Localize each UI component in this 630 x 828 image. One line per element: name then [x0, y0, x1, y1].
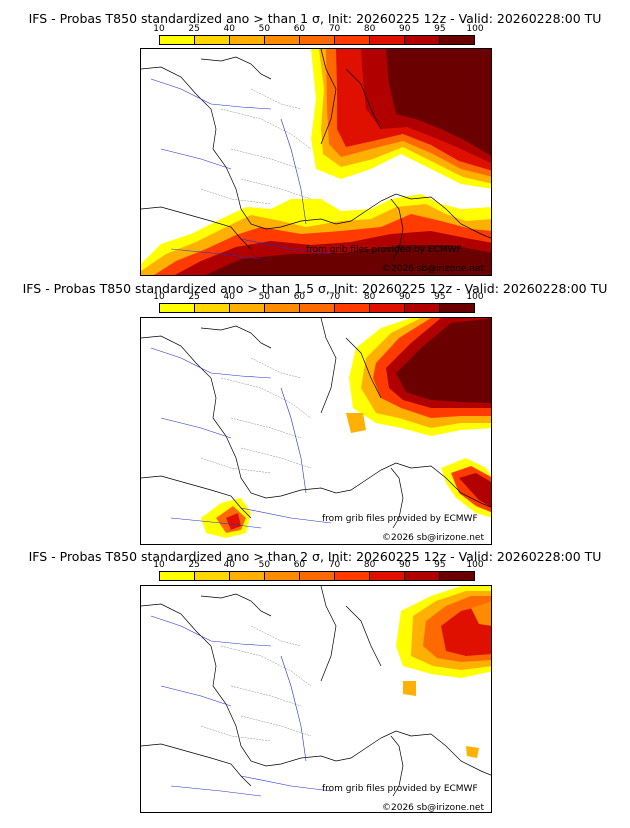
panel-title: IFS - Probas T850 standardized ano > tha…	[22, 281, 608, 296]
colorbar-swatch	[195, 36, 230, 44]
colorbar-swatch	[405, 36, 440, 44]
colorbar-tick-label: 80	[363, 24, 376, 34]
probability-field	[201, 318, 491, 538]
source-credit: from grib files provided by ECMWF	[322, 784, 478, 794]
panel-title: IFS - Probas T850 standardized ano > tha…	[28, 11, 602, 26]
colorbar-swatch	[265, 36, 300, 44]
rivers	[150, 615, 332, 797]
colorbar-tick-label: 25	[188, 560, 200, 570]
colorbar-tick-label: 95	[434, 560, 446, 570]
colorbar-swatch	[230, 572, 265, 580]
colorbar-tick-label: 95	[434, 292, 446, 302]
colorbar-tick-label: 90	[399, 24, 411, 34]
colorbar-swatch	[300, 572, 335, 580]
colorbar-swatch	[230, 36, 265, 44]
map-panel-3: IFS - Probas T850 standardized ano > tha…	[0, 546, 630, 828]
colorbar-swatch	[195, 572, 230, 580]
colorbar-tick-label: 90	[399, 292, 411, 302]
colorbar-swatch	[160, 36, 195, 44]
copyright-credit: ©2026 sb@irizone.net	[382, 533, 484, 543]
colorbar-swatch	[440, 36, 474, 44]
rivers	[150, 347, 332, 529]
colorbar-ticks: 10 25 40 50 60 70 80 90 95 100	[153, 24, 483, 34]
colorbar-tick-label: 10	[153, 560, 165, 570]
colorbar-swatch	[405, 572, 440, 580]
colorbar-swatch	[370, 572, 405, 580]
colorbar-tick-label: 60	[293, 560, 306, 570]
map-panel-1: IFS - Probas T850 standardized ano > tha…	[0, 0, 630, 276]
source-credit: from grib files provided by ECMWF	[322, 514, 478, 524]
colorbar-tick-label: 70	[328, 24, 341, 34]
colorbar-swatch	[370, 304, 405, 312]
colorbar-tick-label: 70	[328, 560, 341, 570]
colorbar-swatch	[405, 304, 440, 312]
colorbar-swatch	[160, 572, 195, 580]
colorbar	[159, 35, 475, 45]
admin-borders	[200, 88, 312, 205]
colorbar-tick-label: 50	[258, 560, 271, 570]
colorbar-tick-label: 10	[153, 24, 165, 34]
colorbar-swatch	[230, 304, 265, 312]
colorbar-swatch	[440, 572, 474, 580]
rivers	[150, 78, 332, 260]
colorbar	[159, 571, 475, 581]
colorbar-swatch	[370, 36, 405, 44]
colorbar-swatch	[300, 304, 335, 312]
admin-borders	[200, 357, 312, 474]
source-credit: from grib files provided by ECMWF	[306, 245, 462, 255]
colorbar-tick-label: 60	[293, 292, 306, 302]
colorbar-ticks: 10 25 40 50 60 70 80 90 95 100	[153, 292, 483, 302]
colorbar-tick-label: 40	[223, 292, 235, 302]
probability-map	[140, 48, 492, 276]
colorbar-tick-label: 10	[153, 292, 165, 302]
colorbar-tick-label: 80	[363, 292, 376, 302]
copyright-credit: ©2026 sb@irizone.net	[382, 803, 484, 813]
colorbar-tick-label: 40	[223, 24, 235, 34]
colorbar-tick-label: 25	[188, 24, 200, 34]
colorbar-swatch	[335, 36, 370, 44]
colorbar-swatch	[160, 304, 195, 312]
copyright-credit: ©2026 sb@irizone.net	[382, 264, 484, 274]
colorbar-tick-label: 25	[188, 292, 200, 302]
probability-map	[140, 317, 492, 545]
colorbar-tick-label: 50	[258, 24, 271, 34]
colorbar-tick-label: 95	[434, 24, 446, 34]
colorbar-swatch	[335, 304, 370, 312]
probability-map	[140, 585, 492, 813]
colorbar-tick-label: 70	[328, 292, 341, 302]
colorbar-tick-label: 50	[258, 292, 271, 302]
probability-field	[396, 586, 491, 758]
colorbar-swatch	[300, 36, 335, 44]
colorbar-swatch	[265, 304, 300, 312]
map-panel-2: IFS - Probas T850 standardized ano > tha…	[0, 276, 630, 546]
colorbar-tick-label: 40	[223, 560, 235, 570]
colorbar-tick-label: 80	[363, 560, 376, 570]
panel-title: IFS - Probas T850 standardized ano > tha…	[28, 549, 602, 564]
colorbar	[159, 303, 475, 313]
colorbar-ticks: 10 25 40 50 60 70 80 90 95 100	[153, 560, 483, 570]
probability-field	[141, 49, 491, 275]
colorbar-swatch	[335, 572, 370, 580]
colorbar-tick-label: 60	[293, 24, 306, 34]
colorbar-tick-label: 100	[466, 24, 484, 34]
colorbar-tick-label: 100	[466, 560, 484, 570]
colorbar-tick-label: 100	[466, 292, 484, 302]
admin-borders	[200, 625, 312, 742]
colorbar-swatch	[265, 572, 300, 580]
colorbar-tick-label: 90	[399, 560, 411, 570]
colorbar-swatch	[195, 304, 230, 312]
colorbar-swatch	[440, 304, 474, 312]
